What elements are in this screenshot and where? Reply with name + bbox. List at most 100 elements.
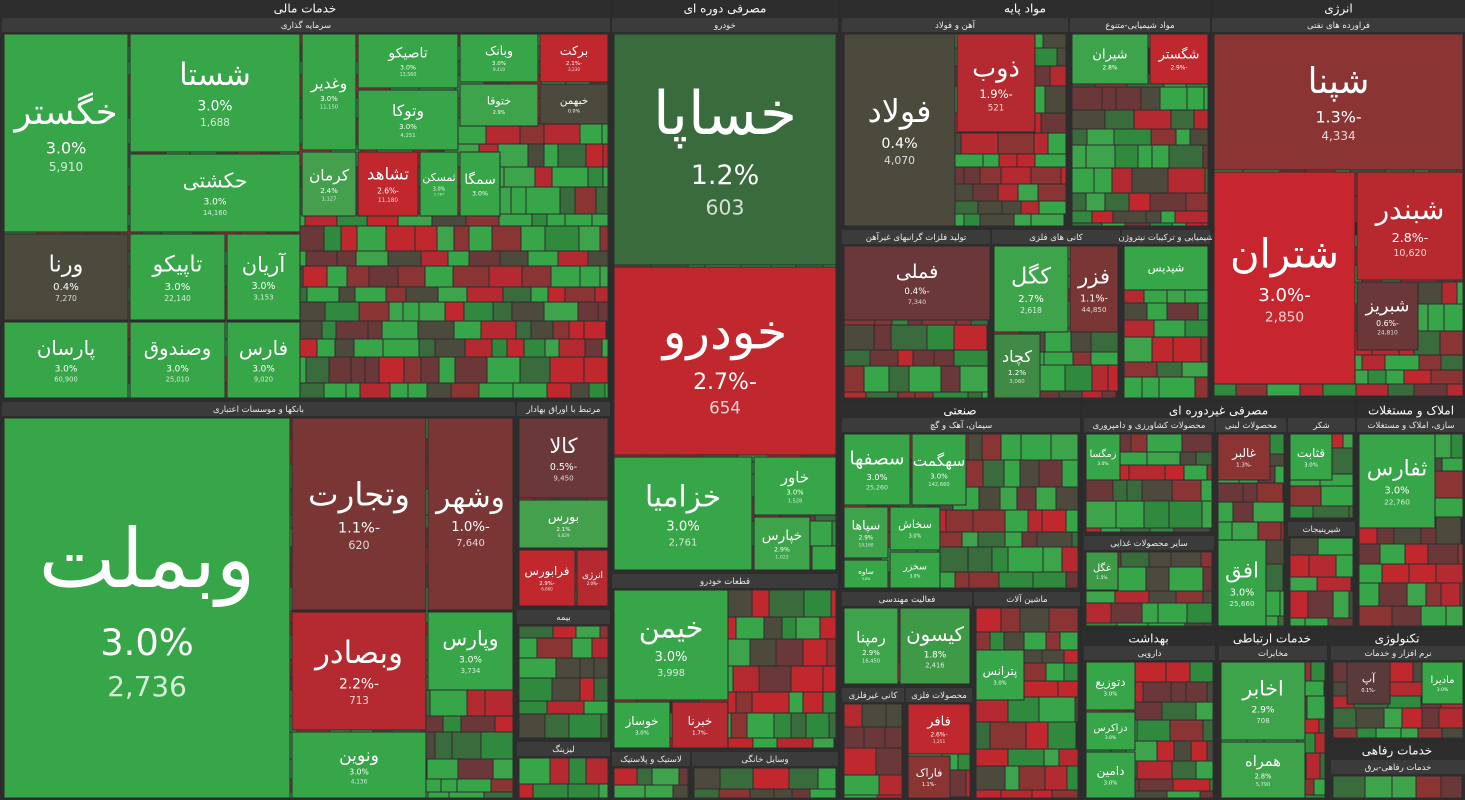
small-tile xyxy=(1190,662,1213,682)
small-tile xyxy=(1115,145,1138,168)
stock-symbol: فملی xyxy=(896,260,939,283)
group-title: دارویی xyxy=(1138,649,1162,659)
small-tile xyxy=(1172,761,1196,779)
small-tile xyxy=(347,266,369,287)
small-tile xyxy=(614,768,637,785)
stock-volume: 13,560 xyxy=(400,72,417,78)
small-tile xyxy=(1004,460,1020,487)
small-tile xyxy=(750,639,776,666)
stock-symbol: خوساز xyxy=(624,714,658,729)
group-header xyxy=(1288,418,1355,432)
stock-volume: 6,660 xyxy=(541,587,553,592)
group-title: ماشین آلات xyxy=(1006,593,1047,605)
small-tile xyxy=(1171,552,1201,567)
small-tile xyxy=(1039,697,1075,722)
small-tile xyxy=(1201,552,1212,567)
small-tile xyxy=(322,321,336,339)
small-tile xyxy=(1323,384,1356,396)
small-tile xyxy=(844,795,877,798)
small-tile xyxy=(1058,681,1078,697)
small-tile xyxy=(565,214,592,226)
small-tile xyxy=(432,214,466,226)
small-tile xyxy=(980,167,1001,184)
stock-symbol: شبندر xyxy=(1374,193,1445,226)
small-tile xyxy=(1142,603,1158,623)
small-tile xyxy=(1022,532,1037,547)
small-tile xyxy=(1021,201,1039,214)
small-tile xyxy=(1308,591,1333,618)
small-tile xyxy=(355,287,386,302)
small-tile xyxy=(776,639,803,666)
small-tile xyxy=(595,287,608,302)
small-tile xyxy=(1321,486,1353,506)
group-header xyxy=(1331,646,1465,660)
small-tile xyxy=(1071,328,1091,352)
small-tile xyxy=(1201,337,1208,362)
small-tile xyxy=(1200,791,1213,798)
small-tile xyxy=(382,321,418,339)
stock-volume: 3,060 xyxy=(1009,379,1025,385)
small-tile xyxy=(419,302,445,321)
small-tile xyxy=(976,749,1008,766)
small-tile xyxy=(736,692,752,713)
small-tile xyxy=(752,590,769,617)
small-tile xyxy=(898,392,915,398)
small-tile xyxy=(1169,567,1203,591)
stock-change: -2.9% xyxy=(539,581,554,587)
stock-tile xyxy=(613,701,671,749)
stock-symbol: پارسان xyxy=(37,337,95,361)
small-tile xyxy=(1082,391,1102,398)
small-tile xyxy=(1203,145,1208,168)
small-tile xyxy=(1333,591,1349,618)
stock-change: 2.9% xyxy=(493,110,506,116)
stock-change: 3.0% xyxy=(492,61,506,67)
group-title: کانی غیرفلزی xyxy=(849,691,899,701)
small-tile xyxy=(1428,304,1444,331)
small-tile xyxy=(1168,168,1205,193)
stock-change: 2.9% xyxy=(1251,706,1274,716)
small-tile xyxy=(1392,776,1416,798)
small-tile xyxy=(1386,370,1404,384)
small-tile xyxy=(1129,193,1150,211)
small-tile xyxy=(584,701,608,714)
small-tile xyxy=(1253,502,1284,522)
small-tile xyxy=(1045,766,1067,790)
small-tile xyxy=(489,266,522,287)
small-tile xyxy=(915,392,933,398)
stock-tile xyxy=(226,321,301,399)
group-title: شیرینیجات xyxy=(1303,525,1341,535)
small-tile xyxy=(465,339,492,357)
small-tile xyxy=(464,302,493,321)
small-tile xyxy=(1142,377,1159,398)
group-title: مرتبط با اوراق بهادار xyxy=(526,405,601,415)
small-tile xyxy=(522,266,551,287)
sector-title: مواد پایه xyxy=(1004,2,1046,17)
small-tile xyxy=(1159,377,1195,398)
stock-symbol: افق xyxy=(1225,558,1259,583)
small-tile xyxy=(1037,532,1072,547)
small-tile xyxy=(427,383,451,398)
small-tile xyxy=(1418,728,1442,738)
stock-symbol: خزامیا xyxy=(645,479,721,513)
small-tile xyxy=(637,768,652,785)
small-tile xyxy=(560,187,575,214)
small-tile xyxy=(521,226,545,251)
group-header xyxy=(1084,646,1215,660)
small-tile xyxy=(357,226,386,251)
small-tile xyxy=(976,790,1001,798)
stock-change: 3.0% xyxy=(399,123,417,131)
group-header xyxy=(842,18,1068,32)
small-tile xyxy=(1141,87,1160,110)
stock-tile xyxy=(1289,433,1333,481)
small-tile xyxy=(1026,722,1048,749)
small-tile xyxy=(598,302,608,321)
small-tile xyxy=(484,792,513,798)
small-tile xyxy=(1073,352,1091,365)
small-tile xyxy=(927,325,954,350)
stock-tile xyxy=(889,506,941,551)
small-tile xyxy=(1005,766,1019,790)
small-tile xyxy=(1416,776,1441,798)
small-tile xyxy=(481,321,516,339)
small-tile xyxy=(1041,113,1066,133)
stock-change: -0.5% xyxy=(550,462,577,473)
